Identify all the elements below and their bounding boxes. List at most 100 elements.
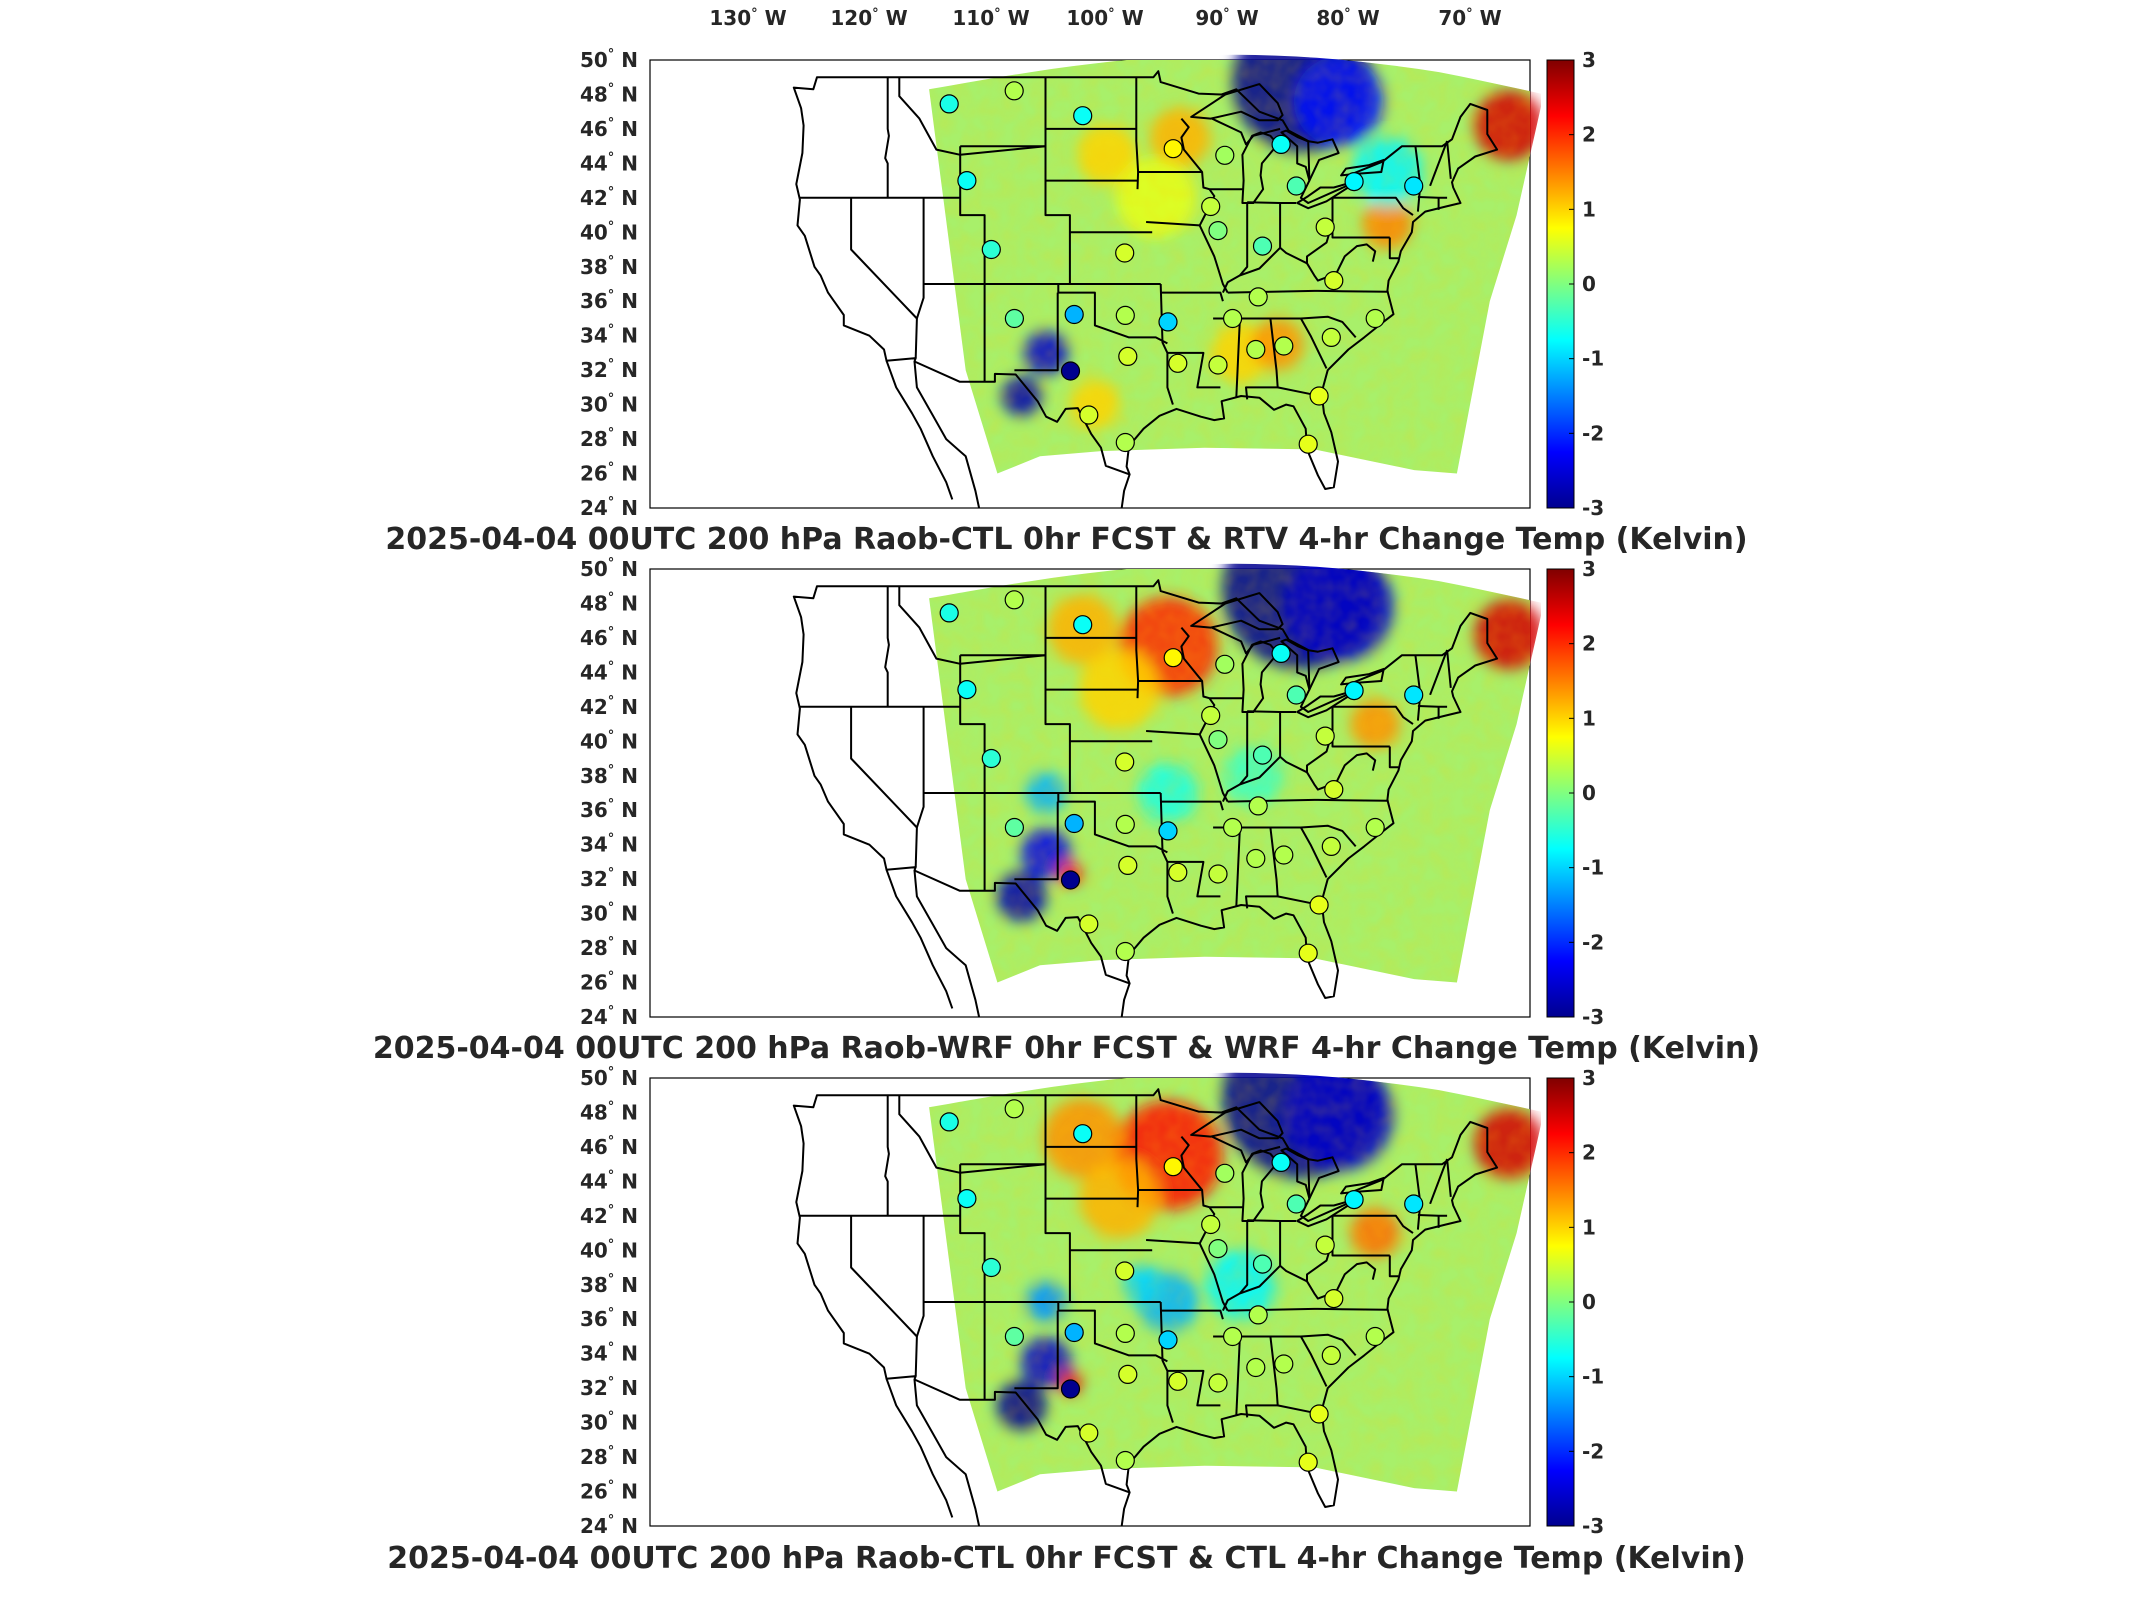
latitude-tick-label: 34° N (580, 832, 638, 857)
colorbar-tick-label: -1 (1582, 347, 1604, 371)
colorbar: 3 2 1 0 -1 -2 -3 (1546, 48, 1604, 520)
raob-station-marker (1365, 1326, 1385, 1347)
raob-station-marker (1004, 1099, 1024, 1119)
colorbar-tick-label: 1 (1582, 706, 1596, 730)
colorbar-tick-label: 1 (1582, 1215, 1596, 1239)
raob-station-marker (1079, 1423, 1099, 1443)
colorbar-tick-label: 3 (1582, 1066, 1596, 1090)
raob-station-marker (1286, 685, 1306, 705)
raob-station-marker (1309, 1404, 1329, 1424)
colorbar-tick-label: 2 (1582, 632, 1596, 656)
latitude-tick-label: 24° N (580, 1513, 638, 1538)
raob-station-marker (1274, 336, 1294, 356)
latitude-tick-label: 36° N (580, 797, 638, 822)
latitude-tick-label: 42° N (580, 185, 638, 210)
latitude-tick-label: 46° N (580, 1134, 638, 1159)
latitude-tick-label: 36° N (580, 1306, 638, 1331)
latitude-labels: 50° N 48° N 46° N 44° N 42° N 40° N 38° N 36° N… (580, 556, 638, 1029)
colorbar: 3 2 1 0 -1 -2 -3 (1546, 1066, 1604, 1538)
raob-station-marker (1079, 914, 1099, 934)
raob-station-marker (1246, 848, 1266, 869)
latitude-tick-label: 48° N (580, 590, 638, 615)
raob-station-marker (1324, 1288, 1344, 1309)
raob-station-marker (1201, 1214, 1221, 1235)
raob-station-marker (1271, 1152, 1291, 1173)
colorbar-tick-label: 3 (1582, 48, 1596, 72)
raob-station-marker (1248, 1305, 1268, 1325)
raob-station-marker (1004, 590, 1024, 610)
raob-station-marker (1324, 779, 1344, 800)
panel-2-title: 2025-04-04 00UTC 200 hPa Raob-WRF 0hr FC… (372, 1031, 1761, 1066)
raob-station-marker (1215, 654, 1235, 674)
raob-station-marker (1298, 1452, 1318, 1472)
raob-station-marker (1321, 1345, 1341, 1366)
raob-station-marker (1344, 1189, 1364, 1210)
raob-station-marker (1274, 845, 1294, 865)
raob-station-marker (1168, 353, 1188, 373)
raob-station-marker (939, 1112, 959, 1132)
map-panel-1: 50° N 48° N 46° N 44° N 42° N 40° N 38° N 36° N… (580, 47, 1604, 520)
raob-station-marker (1118, 1364, 1138, 1385)
colorbar-tick-label: -3 (1582, 1005, 1604, 1029)
colorbar-tick-label: 0 (1582, 1290, 1596, 1314)
colorbar-tick-label: 0 (1582, 781, 1596, 805)
longitude-tick-label: 110° W (952, 6, 1030, 30)
colorbar-tick-label: -3 (1582, 496, 1604, 520)
raob-station-marker (1208, 221, 1228, 241)
colorbar-tick-label: -2 (1582, 1439, 1604, 1463)
raob-station-marker (1115, 305, 1135, 325)
raob-station-marker (1060, 361, 1081, 381)
colorbar-tick-label: -2 (1582, 421, 1604, 445)
longitude-tick-label: 90° W (1195, 6, 1259, 30)
raob-station-marker (1115, 1261, 1135, 1281)
temperature-change-field (929, 1072, 1541, 1492)
raob-station-marker (1004, 1326, 1025, 1347)
latitude-tick-label: 34° N (580, 323, 638, 348)
latitude-tick-label: 32° N (580, 866, 638, 891)
latitude-tick-label: 50° N (580, 1065, 638, 1090)
latitude-tick-label: 50° N (580, 556, 638, 581)
raob-station-marker (1246, 339, 1266, 360)
latitude-tick-label: 40° N (580, 219, 638, 244)
raob-station-marker (1073, 106, 1093, 126)
raob-station-marker (1118, 346, 1138, 366)
raob-station-marker (1004, 817, 1025, 838)
raob-station-marker (1163, 648, 1183, 668)
latitude-tick-label: 26° N (580, 1479, 638, 1504)
latitude-tick-label: 36° N (580, 288, 638, 313)
raob-station-marker (1246, 1357, 1266, 1378)
latitude-tick-label: 38° N (580, 254, 638, 279)
raob-station-marker (1064, 813, 1084, 834)
raob-station-marker (1321, 836, 1341, 857)
latitude-tick-label: 34° N (580, 1341, 638, 1366)
raob-station-marker (1201, 705, 1221, 726)
latitude-tick-label: 24° N (580, 495, 638, 520)
raob-station-marker (1248, 796, 1268, 816)
raob-station-marker (1064, 1322, 1084, 1343)
raob-station-marker (1115, 814, 1135, 835)
raob-stations (939, 81, 1424, 454)
raob-station-marker (939, 603, 959, 623)
raob-station-marker (1222, 1326, 1243, 1347)
latitude-labels: 50° N 48° N 46° N 44° N 42° N 40° N 38° N 36° N… (580, 1065, 638, 1538)
colorbar-tick-label: 2 (1582, 123, 1596, 147)
raob-station-marker (1271, 643, 1291, 664)
latitude-tick-label: 44° N (580, 659, 638, 684)
latitude-tick-label: 44° N (580, 150, 638, 175)
longitude-tick-label: 100° W (1066, 6, 1144, 30)
raob-station-marker (1163, 139, 1183, 159)
raob-station-marker (1344, 172, 1364, 192)
map-panel-3: 50° N 48° N 46° N 44° N 42° N 40° N 38° N 36° N… (580, 1065, 1604, 1538)
raob-station-marker (1222, 308, 1243, 329)
colorbar-tick-label: 2 (1582, 1141, 1596, 1165)
panel-3-title: 2025-04-04 00UTC 200 hPa Raob-CTL 0hr FC… (387, 1541, 1746, 1576)
raob-station-marker (1315, 1235, 1335, 1255)
longitude-tick-label: 80° W (1316, 6, 1380, 30)
raob-station-marker (1073, 1124, 1093, 1144)
raob-station-marker (1163, 1157, 1183, 1177)
raob-station-marker (1309, 386, 1329, 406)
latitude-tick-label: 42° N (580, 1203, 638, 1228)
latitude-tick-label: 48° N (580, 1099, 638, 1124)
raob-station-marker (1208, 1238, 1228, 1259)
raob-stations (939, 1099, 1424, 1472)
